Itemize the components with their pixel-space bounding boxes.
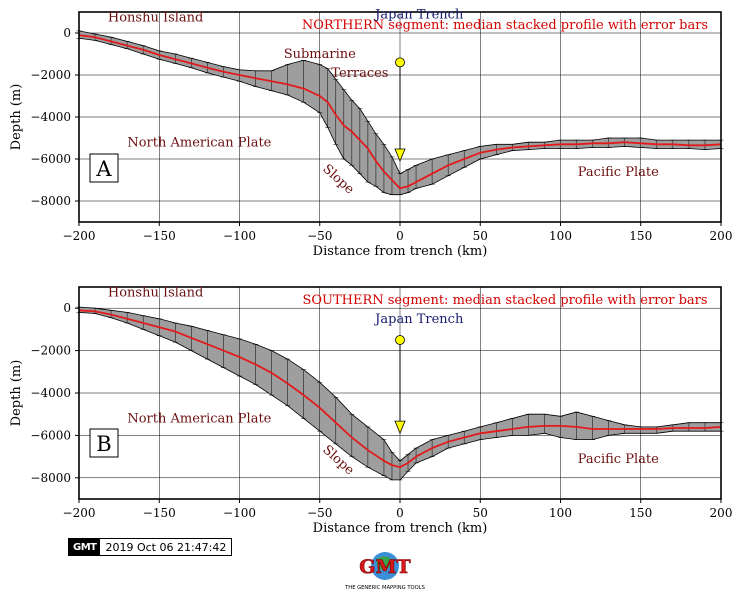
timestamp-text: 2019 Oct 06 21:47:42 (105, 540, 227, 554)
panel-label: A (95, 157, 112, 181)
x-tick-label: −200 (63, 229, 96, 243)
annotation-label: Slope (319, 162, 357, 198)
chart-panel-a: −200 −150 −100 −50 0 50 100 150 200 0 −2000 −4000 −6… (9, 7, 732, 259)
median-profile-line (78, 309, 722, 469)
gmt-logo: GMT THE GENERIC MAPPING TOOLS (344, 552, 425, 591)
x-tick-label: −50 (307, 229, 332, 243)
trench-label: Japan Trench (373, 7, 464, 22)
gmt-logo-text: GMT (359, 556, 410, 578)
chart-title: NORTHERN segment: median stacked profile… (302, 18, 708, 33)
gmt-logo-caption: THE GENERIC MAPPING TOOLS (344, 585, 425, 591)
annotation-label: Terraces (331, 66, 388, 81)
x-tick-label: −150 (143, 229, 176, 243)
land-shape (376, 556, 392, 570)
x-axis-label: Distance from trench (km) (313, 521, 488, 536)
x-axis-label: Distance from trench (km) (313, 244, 488, 259)
x-tick-label: 150 (629, 506, 652, 520)
panel-label-box (89, 153, 119, 183)
y-tick-label: −2000 (30, 344, 71, 358)
y-tick-label: 0 (63, 301, 71, 315)
x-tick-label: −50 (307, 506, 332, 520)
annotation-label: Pacific Plate (578, 452, 659, 467)
y-tick-label: 0 (63, 26, 71, 40)
panel-label: B (96, 432, 111, 456)
panel-label-box (89, 428, 119, 458)
x-tick-label: 100 (549, 506, 572, 520)
y-tick-label: −8000 (30, 471, 71, 485)
x-tick-label: 200 (710, 506, 733, 520)
median-profile-line (78, 34, 722, 190)
y-tick-label: −4000 (30, 110, 71, 124)
y-tick-label: −4000 (30, 386, 71, 400)
chart-title: SOUTHERN segment: median stacked profile… (302, 293, 707, 308)
y-tick-label: −8000 (30, 194, 71, 208)
trench-marker-circle (395, 335, 405, 345)
x-tick-label: 50 (473, 506, 488, 520)
y-tick-label: −6000 (30, 428, 71, 442)
y-tick-label: −2000 (30, 68, 71, 82)
x-tick-label: 50 (473, 229, 488, 243)
x-tick-label: 100 (549, 229, 572, 243)
annotation-label: Submarine (284, 47, 356, 62)
y-axis-label: Depth (m) (9, 360, 24, 427)
x-tick-label: 150 (629, 229, 652, 243)
x-tick-label: −100 (223, 506, 256, 520)
annotation-label: Honshu Island (108, 10, 204, 25)
trench-arrow-icon (394, 420, 406, 435)
trench-marker-circle (395, 57, 405, 68)
x-tick-label: −150 (143, 506, 176, 520)
annotation-label: North American Plate (127, 135, 271, 150)
x-tick-label: 200 (710, 229, 733, 243)
x-tick-label: −200 (63, 506, 96, 520)
y-tick-label: −6000 (30, 152, 71, 166)
annotation-label: North American Plate (127, 412, 271, 427)
gmt-timestamp: GMT 2019 Oct 06 21:47:42 (68, 538, 233, 556)
x-tick-label: 0 (396, 506, 404, 520)
trench-arrow-icon (394, 148, 406, 163)
y-axis-label: Depth (m) (9, 84, 24, 151)
gmt-stamp-logo: GMT (69, 539, 101, 555)
chart-panel-b: −200 −150 −100 −50 0 50 100 150 200 0 −2000 −4000 −6… (9, 286, 732, 536)
trench-label: Japan Trench (373, 312, 464, 327)
annotation-label: Honshu Island (108, 286, 204, 301)
x-tick-label: −100 (223, 229, 256, 243)
x-tick-label: 0 (396, 229, 404, 243)
annotation-label: Pacific Plate (578, 165, 659, 180)
